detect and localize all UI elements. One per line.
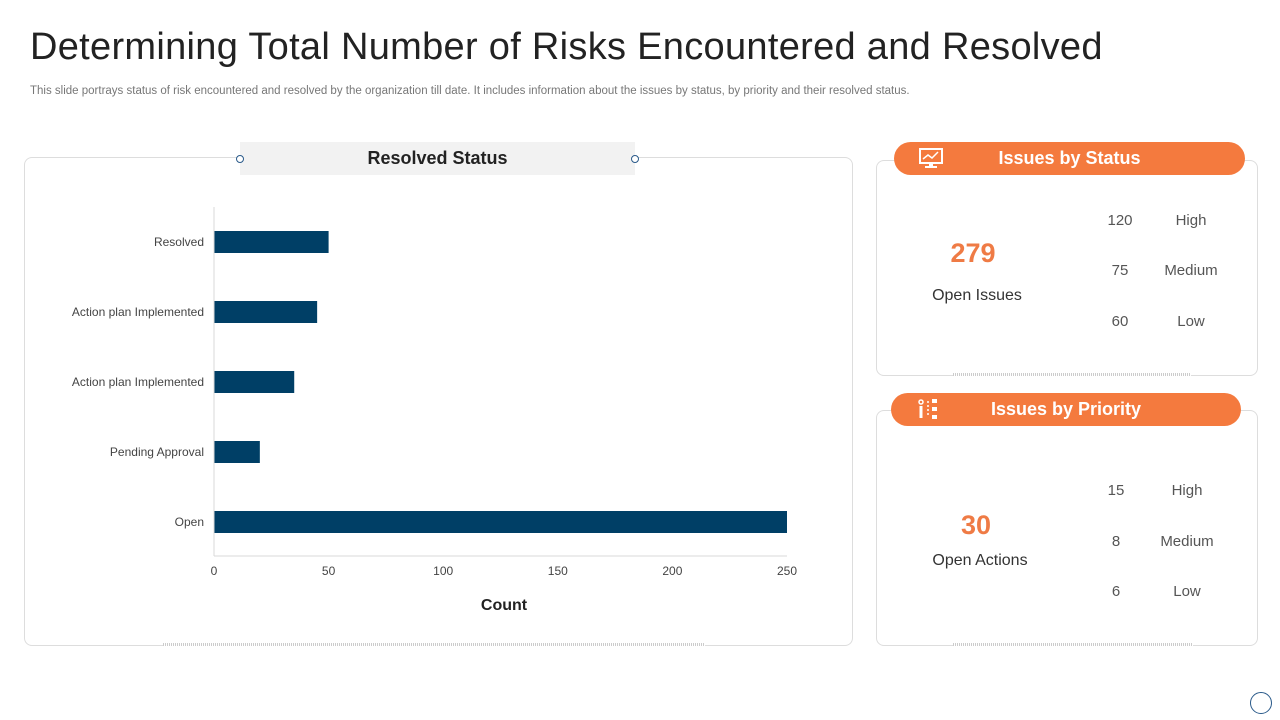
chart-panel (24, 157, 853, 646)
priority-medium-label: Medium (1160, 533, 1214, 550)
connector-dot (631, 155, 639, 163)
status-high-label: High (1175, 212, 1207, 229)
open-issues-count: 279 (950, 238, 996, 268)
monitor-chart-icon (919, 148, 943, 168)
status-card-header: Issues by Status (894, 142, 1245, 175)
status-medium-value: 75 (1111, 262, 1129, 279)
priority-high-value: 15 (1107, 482, 1125, 499)
priority-medium-value: 8 (1111, 533, 1121, 550)
status-high-value: 120 (1107, 212, 1133, 229)
status-medium-label: Medium (1164, 262, 1218, 279)
hierarchy-icon (918, 399, 937, 419)
slide-nav-button[interactable] (1250, 692, 1272, 714)
status-low-value: 60 (1111, 313, 1129, 330)
priority-card-header: Issues by Priority (891, 393, 1241, 426)
open-actions-count: 30 (960, 510, 992, 540)
page-subtitle: This slide portrays status of risk encou… (30, 85, 910, 97)
priority-low-label: Low (1173, 583, 1201, 600)
status-card (876, 160, 1258, 376)
status-card-title: Issues by Status (998, 148, 1141, 168)
priority-card (876, 410, 1258, 646)
connector-dot (236, 155, 244, 163)
priority-low-value: 6 (1111, 583, 1121, 600)
chart-header: Resolved Status (240, 142, 635, 175)
open-issues-label: Open Issues (932, 287, 1022, 304)
priority-high-label: High (1171, 482, 1203, 499)
open-actions-label: Open Actions (932, 552, 1028, 569)
card-shadow (953, 643, 1193, 646)
page-title: Determining Total Number of Risks Encoun… (30, 26, 1103, 68)
panel-shadow (163, 643, 705, 646)
card-shadow (953, 373, 1191, 376)
status-low-label: Low (1177, 313, 1205, 330)
priority-card-title: Issues by Priority (990, 399, 1142, 419)
